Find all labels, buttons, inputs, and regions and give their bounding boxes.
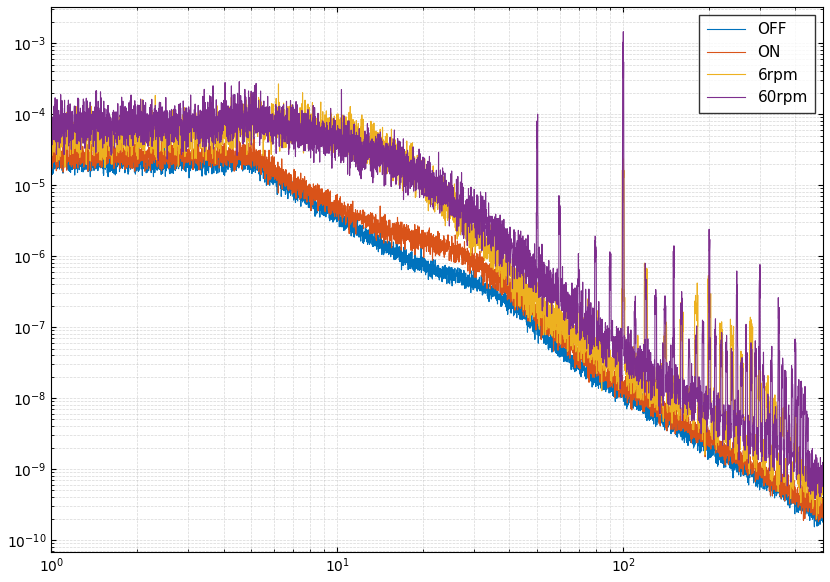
OFF: [46, 153, 56, 160]
6rpm: [681, 404, 691, 411]
60rpm: [810, 495, 820, 502]
60rpm: [681, 385, 691, 392]
60rpm: [187, 125, 197, 132]
6rpm: [622, 372, 632, 379]
OFF: [809, 523, 819, 530]
ON: [681, 427, 691, 434]
6rpm: [510, 279, 520, 286]
60rpm: [618, 28, 628, 35]
ON: [72, 127, 82, 134]
OFF: [510, 311, 520, 318]
OFF: [134, 142, 144, 149]
6rpm: [341, 119, 351, 126]
OFF: [818, 505, 828, 512]
6rpm: [187, 126, 197, 133]
OFF: [549, 345, 559, 352]
OFF: [622, 391, 632, 398]
Line: 6rpm: 6rpm: [51, 84, 823, 519]
OFF: [341, 222, 351, 229]
ON: [813, 518, 823, 525]
6rpm: [812, 515, 822, 522]
Legend: OFF, ON, 6rpm, 60rpm: OFF, ON, 6rpm, 60rpm: [700, 15, 815, 113]
ON: [510, 291, 520, 298]
60rpm: [549, 265, 559, 272]
6rpm: [818, 481, 828, 488]
ON: [549, 333, 559, 340]
OFF: [681, 430, 691, 436]
6rpm: [274, 80, 284, 87]
ON: [622, 399, 632, 406]
60rpm: [622, 351, 632, 358]
OFF: [187, 162, 197, 169]
60rpm: [818, 468, 828, 475]
6rpm: [549, 302, 559, 309]
60rpm: [46, 121, 56, 128]
60rpm: [509, 257, 519, 264]
60rpm: [341, 126, 351, 133]
ON: [341, 215, 351, 222]
ON: [46, 155, 56, 162]
6rpm: [46, 113, 56, 120]
ON: [818, 506, 828, 513]
ON: [187, 147, 197, 154]
Line: OFF: OFF: [51, 146, 823, 527]
Line: 60rpm: 60rpm: [51, 31, 823, 499]
Line: ON: ON: [51, 130, 823, 521]
